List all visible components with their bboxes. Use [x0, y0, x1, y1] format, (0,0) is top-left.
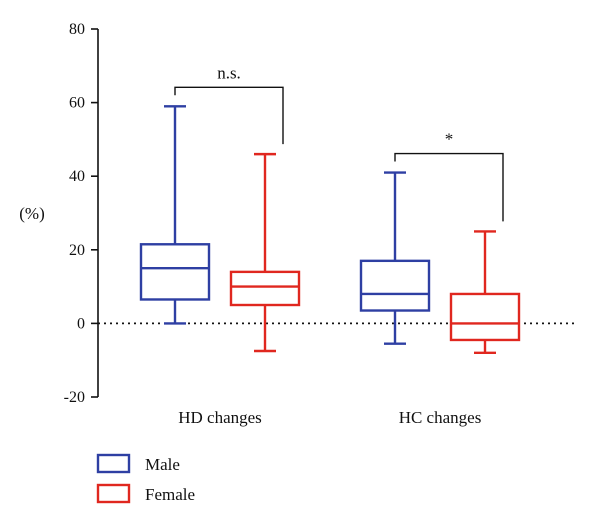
significance-label: n.s.	[217, 63, 241, 82]
x-category-label: HC changes	[399, 408, 482, 427]
y-axis-label: (%)	[19, 204, 44, 223]
significance-label: *	[445, 130, 454, 149]
legend-label-female: Female	[145, 485, 195, 504]
y-tick-label: 40	[69, 168, 85, 185]
box-male-1	[139, 243, 211, 301]
box-male-2	[359, 259, 431, 312]
significance-bracket	[394, 152, 504, 222]
x-category-label: HD changes	[178, 408, 262, 427]
legend-label-male: Male	[145, 455, 180, 474]
y-tick-label: 80	[69, 21, 85, 38]
y-tick-label: 60	[69, 95, 85, 112]
box-female-2	[449, 292, 521, 342]
legend-swatch-female	[96, 483, 131, 504]
y-tick-label: 0	[77, 315, 85, 332]
significance-bracket	[174, 86, 284, 145]
y-tick-label: 20	[69, 242, 85, 259]
legend-swatch-male	[96, 453, 131, 474]
box-female-1	[229, 270, 301, 307]
y-tick-label: -20	[64, 389, 85, 406]
